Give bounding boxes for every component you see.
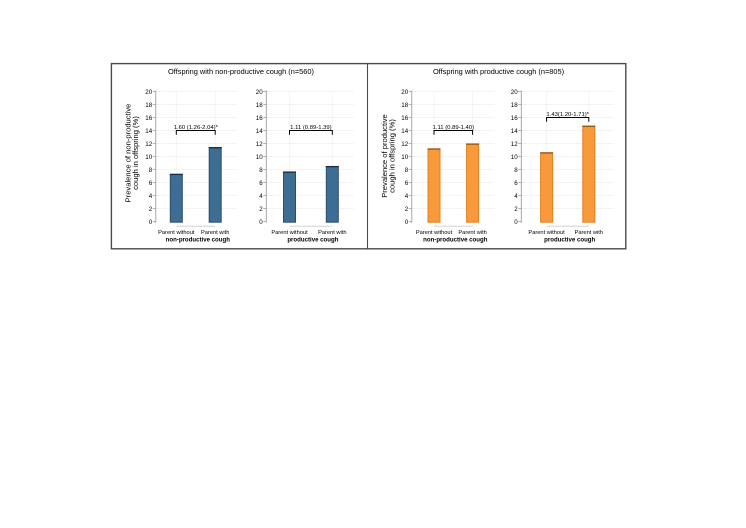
svg-text:Parent with: Parent with (201, 230, 229, 236)
svg-text:1.11 (0.89-1.39): 1.11 (0.89-1.39) (290, 125, 332, 131)
svg-text:cough in offspring (%): cough in offspring (%) (388, 119, 397, 193)
svg-text:Prevalence of productive: Prevalence of productive (380, 114, 389, 198)
svg-text:0: 0 (259, 219, 263, 226)
svg-text:Parent without: Parent without (416, 230, 453, 236)
svg-text:Parent with: Parent with (575, 230, 603, 236)
svg-text:16: 16 (511, 115, 518, 122)
svg-text:16: 16 (145, 115, 152, 122)
svg-text:2: 2 (405, 206, 409, 213)
svg-text:16: 16 (256, 115, 263, 122)
svg-text:0: 0 (514, 219, 518, 226)
svg-text:Parent with: Parent with (318, 230, 346, 236)
svg-text:1.60 (1.26-2.04)*: 1.60 (1.26-2.04)* (174, 125, 219, 131)
svg-text:Parent without: Parent without (528, 230, 565, 236)
svg-text:4: 4 (259, 193, 263, 200)
svg-text:18: 18 (145, 102, 152, 109)
svg-text:cough in offspring (%): cough in offspring (%) (131, 116, 140, 190)
svg-text:20: 20 (145, 89, 152, 96)
svg-text:Parent without: Parent without (158, 230, 195, 236)
svg-text:18: 18 (511, 102, 518, 109)
svg-text:4: 4 (405, 193, 409, 200)
svg-text:non-productive cough: non-productive cough (166, 237, 231, 244)
svg-text:16: 16 (401, 115, 408, 122)
svg-text:Offspring with non-productive: Offspring with non-productive cough (n=5… (168, 67, 314, 76)
svg-text:8: 8 (149, 167, 153, 174)
svg-text:20: 20 (256, 89, 263, 96)
svg-text:12: 12 (256, 141, 263, 148)
svg-text:8: 8 (514, 167, 518, 174)
svg-text:18: 18 (256, 102, 263, 109)
svg-text:8: 8 (405, 167, 409, 174)
svg-text:14: 14 (256, 128, 263, 135)
svg-text:2: 2 (514, 206, 518, 213)
svg-text:Offspring with productive coug: Offspring with productive cough (n=805) (433, 67, 564, 76)
svg-text:2: 2 (259, 206, 263, 213)
svg-text:Parent without: Parent without (271, 230, 308, 236)
svg-text:8: 8 (259, 167, 263, 174)
svg-text:1.11 (0.89-1.40): 1.11 (0.89-1.40) (433, 125, 475, 131)
svg-text:12: 12 (511, 141, 518, 148)
svg-text:20: 20 (401, 89, 408, 96)
svg-text:4: 4 (149, 193, 153, 200)
svg-text:productive cough: productive cough (544, 237, 595, 244)
svg-text:12: 12 (145, 141, 152, 148)
svg-text:10: 10 (256, 154, 263, 161)
svg-text:6: 6 (514, 180, 518, 187)
svg-text:Prevalence of non-productive: Prevalence of non-productive (124, 104, 133, 203)
svg-text:6: 6 (149, 180, 153, 187)
svg-text:12: 12 (401, 141, 408, 148)
svg-text:18: 18 (401, 102, 408, 109)
svg-text:6: 6 (259, 180, 263, 187)
svg-text:14: 14 (145, 128, 152, 135)
svg-text:0: 0 (149, 219, 153, 226)
svg-text:Parent with: Parent with (458, 230, 486, 236)
svg-text:4: 4 (514, 193, 518, 200)
svg-text:non-productive cough: non-productive cough (423, 237, 488, 244)
svg-text:10: 10 (511, 154, 518, 161)
svg-text:10: 10 (401, 154, 408, 161)
svg-text:0: 0 (405, 219, 409, 226)
svg-text:14: 14 (511, 128, 518, 135)
svg-text:2: 2 (149, 206, 153, 213)
svg-text:10: 10 (145, 154, 152, 161)
svg-text:productive cough: productive cough (287, 237, 338, 244)
svg-text:6: 6 (405, 180, 409, 187)
svg-text:14: 14 (401, 128, 408, 135)
svg-text:1.43(1.20-1.71)*: 1.43(1.20-1.71)* (546, 112, 589, 118)
svg-text:20: 20 (511, 89, 518, 96)
